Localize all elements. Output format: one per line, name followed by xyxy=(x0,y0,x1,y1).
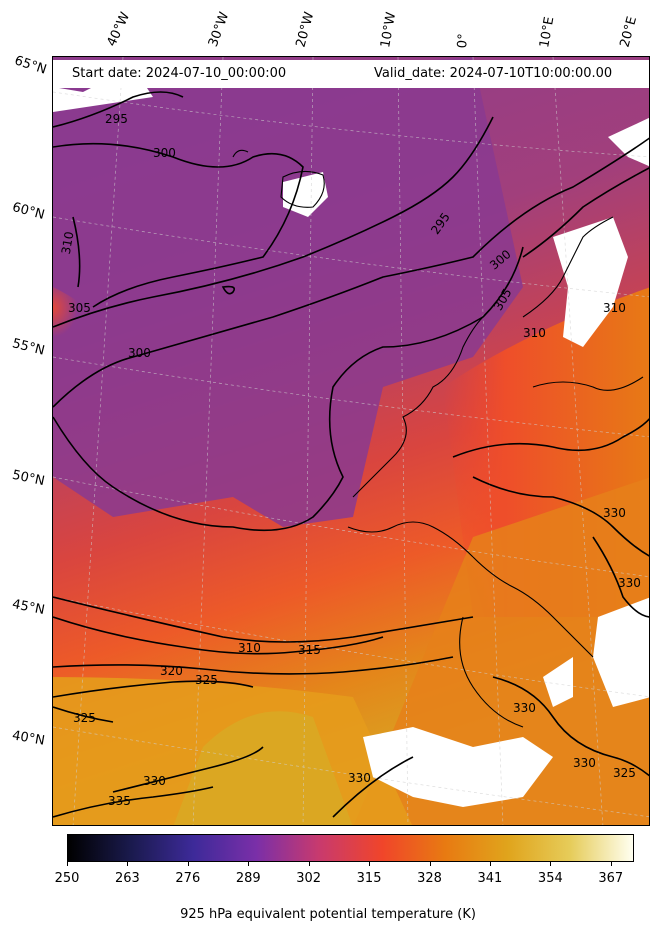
contour-label: 325 xyxy=(195,673,218,687)
cool-airmass xyxy=(53,57,523,527)
colorbar-tick-label: 341 xyxy=(477,871,503,886)
colorbar-tick-label: 289 xyxy=(235,871,261,886)
colorbar-tick-mark xyxy=(429,862,431,866)
colorbar-tick-mark xyxy=(127,862,129,866)
contour-label: 330 xyxy=(573,756,596,770)
colorbar xyxy=(67,834,634,862)
contour-label: 330 xyxy=(513,701,536,715)
colorbar-tick-label: 315 xyxy=(356,871,382,886)
contour-300c xyxy=(53,246,524,532)
theta-e-field: 295 300 295 300 305 310 300 305 310 310 … xyxy=(53,57,649,825)
graticule xyxy=(53,57,649,825)
lat-label: 40°N xyxy=(10,728,46,749)
colorbar-tick-mark xyxy=(248,862,250,866)
mask-scandinavia xyxy=(553,217,628,347)
contour-label: 330 xyxy=(143,774,166,788)
contour-label: 330 xyxy=(618,576,641,590)
contour-label: 330 xyxy=(603,506,626,520)
colorbar-tick-label: 354 xyxy=(537,871,563,886)
colorbar-tick-mark xyxy=(610,862,612,866)
colorbar-tick-label: 250 xyxy=(54,871,80,886)
contour-295 xyxy=(53,91,184,128)
map-panel: 295 300 295 300 305 310 300 305 310 310 … xyxy=(52,56,650,826)
colorbar-tick-label: 263 xyxy=(114,871,140,886)
contour-315 xyxy=(53,616,384,655)
lon-label: 0° xyxy=(455,32,472,49)
contour-300b xyxy=(53,137,649,408)
valid-date: Valid_date: 2024-07-10T10:00:00.00 xyxy=(374,66,613,81)
lat-label: 50°N xyxy=(10,467,46,490)
start-date: Start date: 2024-07-10_00:00:00 xyxy=(72,66,287,81)
lon-label: 10°W xyxy=(378,11,400,50)
contour-320 xyxy=(53,656,454,675)
lat-label: 60°N xyxy=(10,200,47,223)
lat-label: 55°N xyxy=(10,336,47,359)
contour-305 xyxy=(53,116,494,328)
mask-iberia xyxy=(363,727,553,807)
contour-325 xyxy=(53,680,254,723)
contour-330 xyxy=(112,746,414,818)
mask-alps xyxy=(593,597,649,707)
lat-label: 45°N xyxy=(10,597,46,618)
contours xyxy=(53,91,649,818)
colorbar-tick-mark xyxy=(308,862,310,866)
lon-label: 20°E xyxy=(617,14,641,50)
contour-label: 320 xyxy=(160,664,183,678)
contour-310b xyxy=(53,596,474,643)
colorbar-tick-mark xyxy=(187,862,189,866)
contour-label: 310 xyxy=(523,326,546,340)
contour-label: 310 xyxy=(603,301,626,315)
contour-label: 325 xyxy=(73,711,96,725)
colorbar-tick-mark xyxy=(369,862,371,866)
lat-label: 65°N xyxy=(12,53,49,78)
lon-label: 10°E xyxy=(537,15,558,49)
colorbar-tick-mark xyxy=(489,862,491,866)
contour-310 xyxy=(72,167,649,288)
contour-label-group: 295 300 295 300 305 310 300 305 310 310 … xyxy=(59,112,641,808)
contour-label: 305 xyxy=(68,301,91,315)
contour-label: 295 xyxy=(105,112,128,126)
contour-label: 310 xyxy=(238,641,261,655)
colorbar-tick-label: 367 xyxy=(598,871,624,886)
coastlines xyxy=(232,149,644,728)
colorbar-tick-label: 328 xyxy=(417,871,442,886)
lon-label: 40°W xyxy=(104,10,134,49)
contour-label: 330 xyxy=(348,771,371,785)
colorbar-tick-mark xyxy=(550,862,552,866)
contour-label: 300 xyxy=(153,146,176,160)
contour-335 xyxy=(53,786,214,818)
lon-label: 20°W xyxy=(293,10,318,49)
contour-label: 335 xyxy=(108,794,131,808)
header-band xyxy=(53,60,649,88)
colorbar-label: 925 hPa equivalent potential temperature… xyxy=(180,907,476,922)
contour-label: 310 xyxy=(59,230,77,255)
contour-label: 315 xyxy=(298,643,321,657)
contour-label: 325 xyxy=(613,766,636,780)
contour-east xyxy=(452,418,649,458)
colorbar-tick-label: 302 xyxy=(296,871,322,886)
contour-300a xyxy=(53,142,304,308)
colorbar-tick-label: 276 xyxy=(175,871,201,886)
contour-label: 300 xyxy=(128,346,151,360)
lon-label: 30°W xyxy=(205,10,233,49)
colorbar-tick-mark xyxy=(67,862,68,866)
